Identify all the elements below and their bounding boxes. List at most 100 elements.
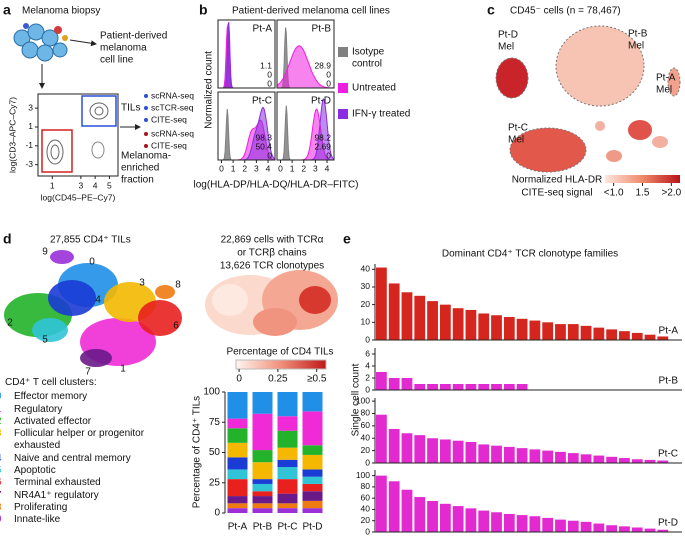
x-tick-label: Pt-A xyxy=(228,522,248,533)
bullet xyxy=(144,118,148,122)
legend-label: Effector memory xyxy=(14,391,88,403)
umap-cluster xyxy=(80,349,112,367)
bar xyxy=(465,508,477,532)
bar xyxy=(516,318,528,340)
assay-label: scRNA-seq xyxy=(151,128,194,138)
legend-number: 4 xyxy=(0,453,14,465)
bar xyxy=(452,384,464,390)
cluster-label: Pt-C xyxy=(508,123,528,134)
cluster-number: 6 xyxy=(173,321,179,332)
stacked-bar-segment xyxy=(277,508,298,513)
cluster-label: Mel xyxy=(628,41,644,52)
bar xyxy=(567,324,579,340)
legend-label: Untreated xyxy=(352,83,396,94)
bar xyxy=(580,521,592,532)
umap-cluster xyxy=(48,280,96,316)
cluster-legend: CD4⁺ T cell clusters: 0Effector memory1Re… xyxy=(0,377,185,527)
sample-label: Pt-B xyxy=(659,376,679,387)
y-tick-label: 25 xyxy=(209,477,221,488)
bar xyxy=(376,414,387,463)
x-tick-label: 3 xyxy=(78,180,83,190)
cluster-number: 7 xyxy=(85,367,91,378)
bar xyxy=(401,433,413,463)
stacked-bar-segment xyxy=(227,442,248,458)
stacked-bar-segment xyxy=(252,483,273,492)
y-tick-label: 6 xyxy=(365,348,370,358)
legend-number: 9 xyxy=(0,514,14,526)
percent-label: 0 xyxy=(267,69,272,79)
legend-entry: 1Regulatory xyxy=(0,404,185,416)
bar xyxy=(401,489,413,532)
percent-label: 0 xyxy=(267,78,272,88)
percent-label: 0 xyxy=(326,150,331,160)
legend-number: 7 xyxy=(0,490,14,502)
stacked-bar-segment xyxy=(302,508,323,513)
percent-label: 98.3 xyxy=(255,132,272,142)
y-tick-label: 60 xyxy=(361,492,371,502)
cluster-label: Pt-B xyxy=(628,29,648,40)
bar xyxy=(376,372,387,390)
assay-label: scTCR-seq xyxy=(151,102,194,112)
panel-letter: b xyxy=(199,2,208,18)
stacked-bar-segment xyxy=(277,392,298,417)
y-axis-label: log(CD3–APC–Cy7) xyxy=(7,97,17,173)
bar xyxy=(452,308,464,340)
bar xyxy=(631,459,643,463)
y-tick-label: 30 xyxy=(361,281,371,291)
bar xyxy=(401,292,413,340)
colorbar-tick-label: 1.5 xyxy=(636,188,650,199)
x-tick-label: 4 xyxy=(266,163,271,173)
x-axis-label: log(CD45–PE–Cy7) xyxy=(41,192,116,202)
percent-label: 1.1 xyxy=(260,60,272,70)
stacked-bar-segment xyxy=(252,462,273,480)
legend-label: control xyxy=(352,59,382,70)
stacked-bar-segment xyxy=(227,479,248,497)
bar xyxy=(542,517,554,532)
colorbar-tick-label: <1.0 xyxy=(604,188,624,199)
stacked-bar-segment xyxy=(252,496,273,504)
bar xyxy=(439,439,451,463)
cell-line-label: melanoma xyxy=(100,43,147,54)
y-tick-label: 2 xyxy=(365,372,370,382)
legend-number: 0 xyxy=(0,391,14,403)
cluster-number: 4 xyxy=(95,295,101,306)
x-tick-label: 3 xyxy=(254,163,259,173)
panel-title: Patient-derived melanoma cell lines xyxy=(232,6,390,17)
legend-entry: 0Effector memory xyxy=(0,391,185,403)
bar xyxy=(593,523,605,532)
x-axis-label: log(HLA-DP/HLA-DQ/HLA-DR–FITC) xyxy=(193,180,358,191)
umap-hla-dr xyxy=(495,25,681,173)
bar xyxy=(516,448,528,463)
y-tick-label: 20 xyxy=(361,445,371,455)
stacked-bar-segment xyxy=(302,469,323,477)
subpanel-frame xyxy=(276,19,335,89)
panel-title: Melanoma biopsy xyxy=(22,6,100,17)
stacked-bar-segment xyxy=(302,476,323,484)
stacked-bar-segment xyxy=(227,503,248,509)
stacked-bar-segment xyxy=(227,508,248,513)
sample-label: Pt-D xyxy=(658,518,678,529)
colorbar-tick-label: ≥0.5 xyxy=(307,374,327,385)
panel-title: Dominant CD4⁺ TCR clonotype families xyxy=(442,249,618,260)
cell-line-label: cell line xyxy=(100,55,134,66)
y-tick-label: 60 xyxy=(361,420,371,430)
bar xyxy=(606,525,618,532)
bar xyxy=(388,481,400,532)
bar xyxy=(503,317,515,340)
stacked-bar-segment xyxy=(227,496,248,504)
cluster-number: 5 xyxy=(42,335,48,346)
stacked-bar-segment xyxy=(252,508,273,513)
bar xyxy=(644,459,656,463)
bar xyxy=(478,510,490,532)
biopsy-illustration xyxy=(13,23,141,177)
bar xyxy=(478,384,490,390)
colorbar-label: Normalized HLA-DR xyxy=(512,175,603,186)
stacked-bar-segment xyxy=(252,413,273,451)
stacked-bar-segment xyxy=(277,467,298,480)
legend-entry: 3Follicular helper or progenitor exhaust… xyxy=(0,428,185,453)
bullet xyxy=(144,144,148,148)
cluster-number: 0 xyxy=(89,257,95,268)
stacked-bar-segment xyxy=(252,503,273,509)
bar xyxy=(427,301,438,340)
bar xyxy=(452,440,464,463)
